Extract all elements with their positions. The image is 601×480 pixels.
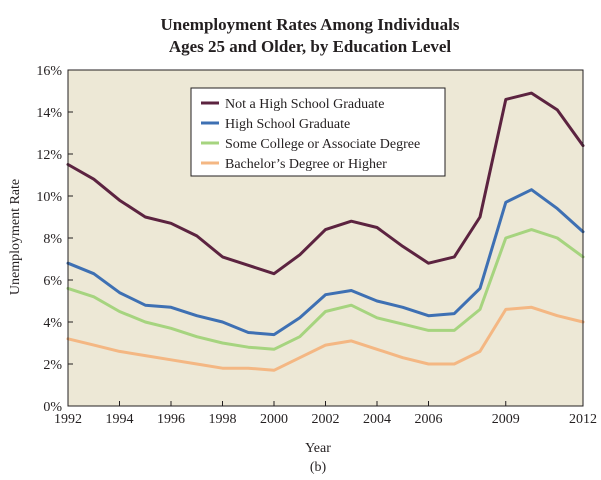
y-tick-label: 14% [36,106,62,121]
legend-box [190,87,446,177]
series-line-2 [66,188,585,337]
y-tick-label: 2% [43,358,62,373]
chart-sublabel: (b) [310,460,327,475]
chart-title-line2: Ages 25 and Older, by Education Level [169,37,452,56]
legend-label: High School Graduate [225,117,350,132]
y-tick-label: 12% [36,148,62,163]
x-tick-label: 2012 [569,412,597,427]
plot-frame [67,69,584,407]
x-tick-label: 2006 [415,412,443,427]
y-axis: 0% 2% 4% 6% 8% 10% 12% 14% 16% [36,64,73,415]
y-axis-label: Unemployment Rate [8,179,23,295]
series-line-4 [66,305,585,372]
x-tick-label: 2002 [312,412,340,427]
legend-label: Bachelor’s Degree or Higher [225,157,387,172]
x-tick-label: 2009 [492,412,520,427]
y-tick-label: 4% [43,316,62,331]
x-axis: 1992 1994 1996 1998 2000 2002 2004 2006 2009 2012 [54,401,597,427]
x-tick-label: 2000 [260,412,288,427]
chart-title-line1: Unemployment Rates Among Individuals [161,15,460,34]
series-line-1 [66,91,585,276]
legend-label: Not a High School Graduate [225,97,384,112]
y-tick-label: 16% [36,64,62,79]
legend: Not a High School Graduate High School Gr… [190,87,446,177]
series-lines [66,91,585,372]
x-tick-label: 1998 [209,412,237,427]
y-tick-label: 0% [43,400,62,415]
x-tick-label: 2004 [363,412,391,427]
x-axis-label: Year [305,441,331,456]
x-tick-label: 1996 [157,412,185,427]
legend-label: Some College or Associate Degree [225,137,420,152]
y-tick-label: 8% [43,232,62,247]
y-tick-label: 6% [43,274,62,289]
series-line-3 [66,228,585,351]
x-tick-label: 1992 [54,412,82,427]
y-tick-label: 10% [36,190,62,205]
x-tick-label: 1994 [106,412,134,427]
